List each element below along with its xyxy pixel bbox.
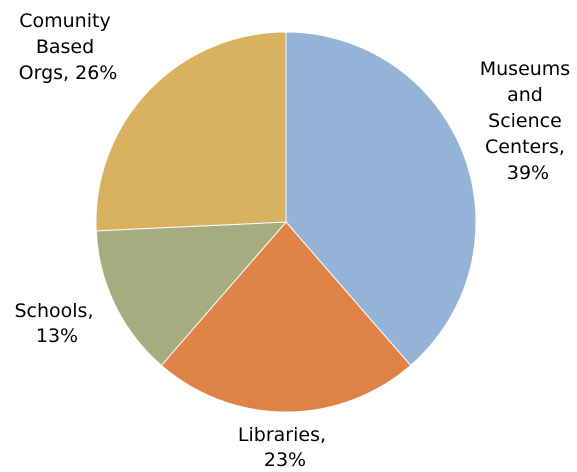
slice-label-museums: Museums and Science Centers, 39% xyxy=(480,58,577,184)
slice-label-schools: Schools, 13% xyxy=(14,300,99,347)
slice-label-community-orgs: Comunity Based Orgs, 26% xyxy=(19,10,118,84)
pie-slices xyxy=(96,32,476,412)
slice-label-libraries: Libraries, 23% xyxy=(238,424,332,471)
pie-slice-community-orgs xyxy=(96,32,286,231)
